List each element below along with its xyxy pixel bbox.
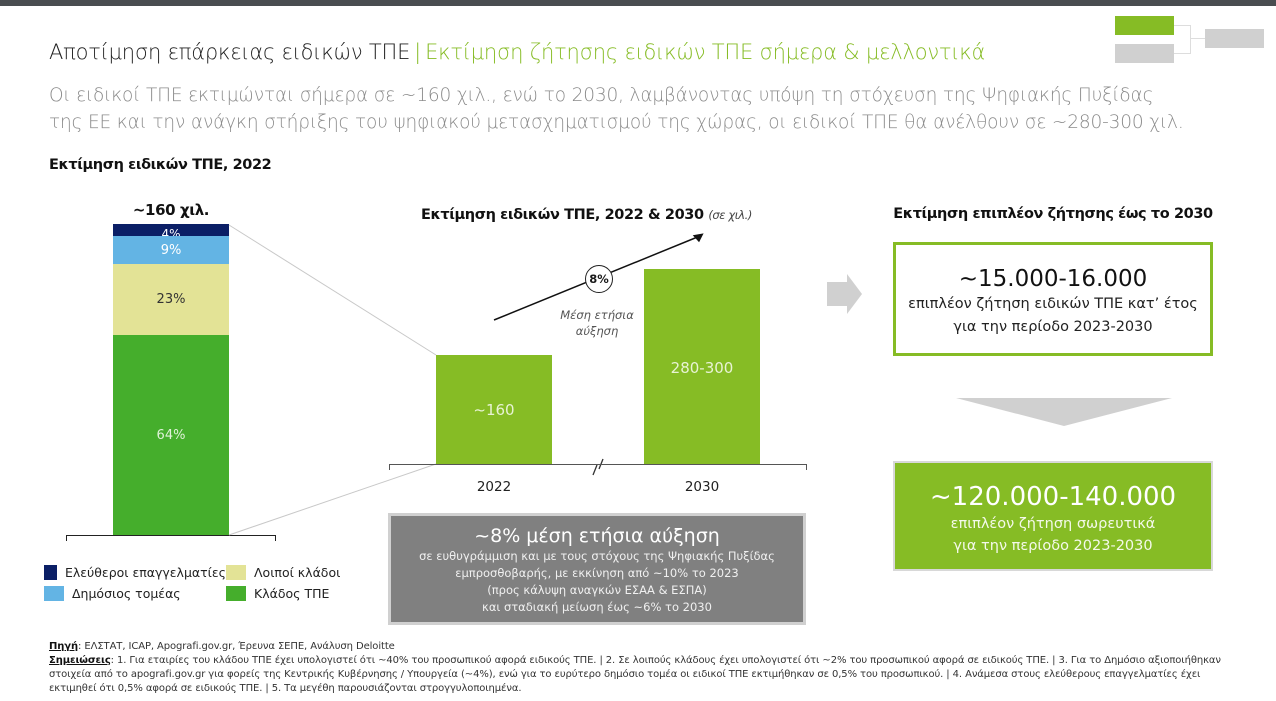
bar-2022: ~160 (436, 355, 552, 465)
bar-2030: 280-300 (644, 269, 760, 465)
growth-line: (προς κάλυψη αναγκών ΕΣΑΑ & ΕΣΠΑ) (487, 583, 707, 597)
cagr-note-line: Μέση ετήσια (560, 308, 634, 322)
title-sub: Εκτίμηση ζήτησης ειδικών ΤΠΕ σήμερα & με… (425, 40, 986, 64)
segment-label: 23% (156, 292, 186, 307)
source-text: : ΕΛΣΤΑΤ, ICAP, Apografi.gov.gr, Έρευνα … (78, 641, 395, 652)
growth-summary-box: ~8% μέση ετήσια αύξηση σε ευθυγράμμιση κ… (388, 513, 806, 625)
stacked-bar: 4% 9% 23% 64% (113, 224, 229, 535)
cagr-badge: 8% (585, 265, 613, 293)
title-separator: | (414, 40, 422, 64)
nav-connector (1174, 53, 1190, 54)
nav-connector (1174, 25, 1190, 26)
legend-item: Κλάδος ΤΠΕ (226, 586, 366, 601)
nav-block-active[interactable] (1115, 16, 1174, 35)
legend-swatch-ict (226, 586, 246, 601)
nav-block-inactive[interactable] (1115, 44, 1174, 63)
legend-label: Δημόσιος τομέας (72, 586, 181, 601)
growth-line: εμπροσθοβαρής, με εκκίνηση από ~10% το 2… (455, 566, 739, 580)
legend-item: Ελεύθεροι επαγγελματίες (44, 565, 226, 580)
cagr-note: Μέση ετήσια αύξηση (552, 307, 642, 339)
left-chart-title: Εκτίμηση ειδικών ΤΠΕ, 2022 (49, 157, 272, 173)
annual-demand-line: για την περίοδο 2023-2030 (953, 319, 1153, 335)
nav-connector (1190, 38, 1205, 39)
notes-label: Σημειώσεις (49, 655, 111, 666)
stack-total-label: ~160 χιλ. (132, 201, 210, 219)
middle-axis-baseline (389, 464, 807, 470)
right-panel-title: Εκτίμηση επιπλέον ζήτησης έως το 2030 (893, 206, 1213, 222)
subtitle-line: της ΕΕ και την ανάγκη στήριξης του ψηφια… (49, 112, 1184, 133)
notes-text: : 1. Για εταιρίες του κλάδου ΤΠΕ έχει υπ… (49, 655, 1221, 694)
growth-headline: ~8% μέση ετήσια αύξηση (474, 525, 720, 547)
footer-notes: Πηγή: ΕΛΣΤΑΤ, ICAP, Apografi.gov.gr, Έρε… (49, 640, 1239, 696)
legend-label: Ελεύθεροι επαγγελματίες (65, 565, 226, 580)
middle-chart-unit: (σε χιλ.) (708, 208, 753, 222)
legend-label: Κλάδος ΤΠΕ (254, 586, 330, 601)
legend-label: Λοιποί κλάδοι (254, 565, 341, 580)
growth-line: και σταδιακή μείωση έως ~6% το 2030 (482, 600, 712, 614)
growth-line: σε ευθυγράμμιση και με τους στόχους της … (419, 549, 775, 563)
cumulative-demand-line: για την περίοδο 2023-2030 (953, 538, 1153, 554)
cumulative-demand-value: ~120.000-140.000 (929, 482, 1177, 512)
cagr-note-line: αύξηση (575, 324, 619, 338)
footer-notes-text: Σημειώσεις: 1. Για εταιρίες του κλάδου Τ… (49, 654, 1239, 696)
cumulative-demand-line: επιπλέον ζήτηση σωρευτικά (950, 516, 1156, 532)
nav-connector (1190, 25, 1191, 54)
segment-ict: 64% (113, 335, 229, 535)
title-main: Αποτίμηση επάρκειας ειδικών ΤΠΕ (49, 40, 411, 64)
annual-demand-box: ~15.000-16.000 επιπλέον ζήτηση ειδικών Τ… (893, 242, 1213, 356)
legend-swatch-freelancers (44, 565, 57, 580)
annual-demand-line: επιπλέον ζήτηση ειδικών ΤΠΕ κατ’ έτος (908, 296, 1198, 312)
footer-source: Πηγή: ΕΛΣΤΑΤ, ICAP, Apografi.gov.gr, Έρε… (49, 640, 1239, 654)
x-label-2030: 2030 (684, 479, 720, 495)
legend-item: Δημόσιος τομέας (44, 586, 226, 601)
bar-value-label: 280-300 (670, 359, 734, 377)
source-label: Πηγή (49, 641, 79, 652)
legend-swatch-other (226, 565, 246, 580)
nav-block-target[interactable] (1205, 29, 1264, 48)
legend-swatch-public (44, 586, 64, 601)
segment-public: 9% (113, 236, 229, 264)
cumulative-demand-box: ~120.000-140.000 επιπλέον ζήτηση σωρευτι… (893, 461, 1213, 571)
x-label-2022: 2022 (476, 479, 512, 495)
left-axis-baseline (66, 535, 276, 541)
bar-value-label: ~160 (473, 401, 515, 419)
page-subtitle: Οι ειδικοί ΤΠΕ εκτιμώνται σήμερα σε ~160… (49, 82, 1249, 136)
annual-demand-value: ~15.000-16.000 (958, 266, 1148, 292)
segment-label: 9% (160, 242, 182, 258)
middle-chart-title: Εκτίμηση ειδικών ΤΠΕ, 2022 & 2030 (σε χι… (421, 207, 752, 223)
subtitle-line: Οι ειδικοί ΤΠΕ εκτιμώνται σήμερα σε ~160… (49, 85, 1154, 106)
page-title: Αποτίμηση επάρκειας ειδικών ΤΠΕ | Εκτίμηση… (49, 40, 985, 64)
top-bar (0, 0, 1276, 6)
legend-item: Λοιποί κλάδοι (226, 565, 366, 580)
left-chart-legend: Ελεύθεροι επαγγελματίες Λοιποί κλάδοι Δη… (44, 565, 366, 601)
middle-chart-title-text: Εκτίμηση ειδικών ΤΠΕ, 2022 & 2030 (421, 207, 704, 223)
segment-label: 64% (156, 427, 186, 443)
segment-other: 23% (113, 264, 229, 335)
